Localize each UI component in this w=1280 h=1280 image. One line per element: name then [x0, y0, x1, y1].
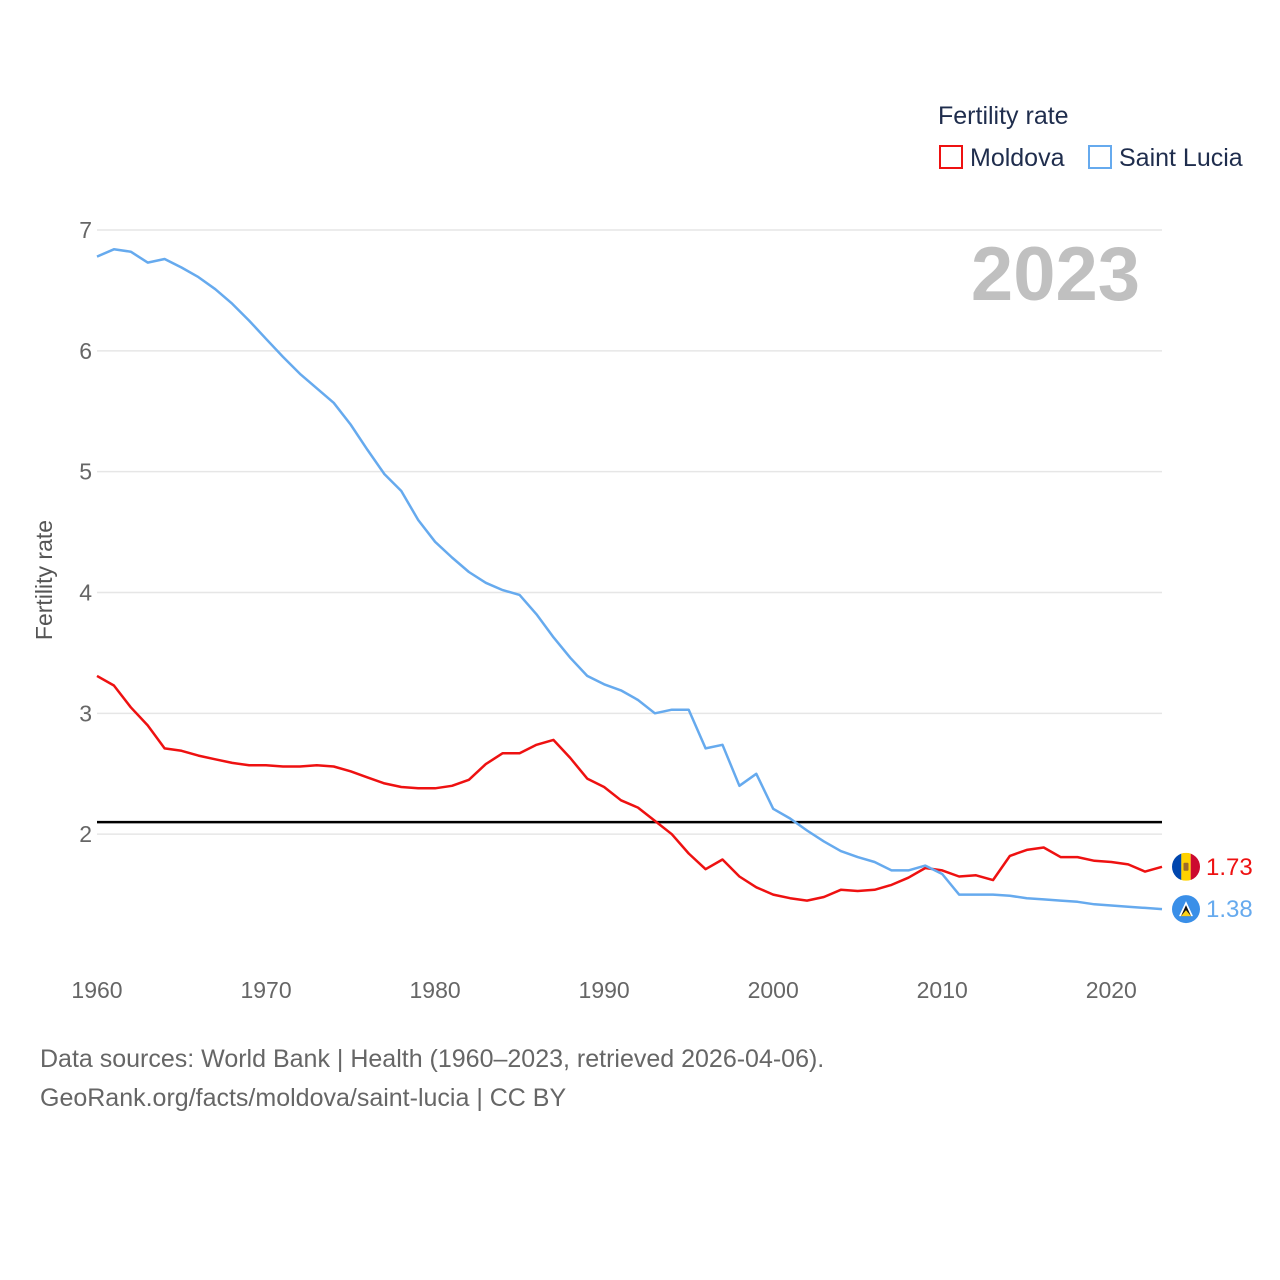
flag-stripe-red: [1190, 852, 1200, 881]
x-tick-label-1960: 1960: [71, 977, 122, 1003]
year-label: 2023: [971, 232, 1140, 317]
x-tick-label-1970: 1970: [240, 977, 291, 1003]
y-tick-label-5: 5: [79, 459, 92, 485]
flag-stripe-blue: [1172, 852, 1182, 881]
y-tick-label-6: 6: [79, 338, 92, 364]
legend-label-saint-lucia[interactable]: Saint Lucia: [1119, 144, 1243, 172]
x-tick-label-2000: 2000: [748, 977, 799, 1003]
y-tick-label-2: 2: [79, 821, 92, 847]
series-line-moldova: [96, 674, 1163, 902]
end-label-saint-lucia: 1.38: [1206, 896, 1253, 923]
end-marker-moldova: [1172, 852, 1200, 881]
legend-swatch-saint-lucia[interactable]: [1088, 145, 1112, 169]
end-markers: 1.73 1.38: [1172, 852, 1253, 924]
series-line-saint-lucia: [96, 248, 1163, 911]
legend-label-moldova[interactable]: Moldova: [970, 144, 1065, 172]
source-line-2: GeoRank.org/facts/moldova/saint-lucia | …: [40, 1084, 567, 1112]
y-tick-label-4: 4: [79, 580, 92, 606]
end-marker-saint-lucia: [1172, 895, 1200, 924]
x-tick-label-2020: 2020: [1086, 977, 1137, 1003]
source-line-1: Data sources: World Bank | Health (1960–…: [40, 1045, 825, 1073]
end-label-moldova: 1.73: [1206, 854, 1253, 881]
y-axis-title: Fertility rate: [31, 520, 57, 640]
legend-title: Fertility rate: [938, 102, 1069, 130]
y-tick-label-7: 7: [79, 217, 92, 243]
gridlines: [97, 229, 1162, 835]
series-lines: [96, 248, 1163, 911]
y-axis-ticks: 2 3 4 5 6 7: [79, 217, 92, 847]
flag-triangle-yellow: [1181, 910, 1191, 917]
legend-swatch-moldova[interactable]: [939, 145, 963, 169]
legend: Fertility rate Moldova Saint Lucia: [938, 102, 1243, 172]
moldova-flag-icon: [1172, 852, 1200, 881]
x-tick-label-1980: 1980: [410, 977, 461, 1003]
x-axis-ticks: 1960 1970 1980 1990 2000 2010 2020: [71, 977, 1136, 1003]
x-tick-label-1990: 1990: [579, 977, 630, 1003]
flag-emblem: [1183, 862, 1189, 871]
y-tick-label-3: 3: [79, 700, 92, 726]
x-tick-label-2010: 2010: [917, 977, 968, 1003]
